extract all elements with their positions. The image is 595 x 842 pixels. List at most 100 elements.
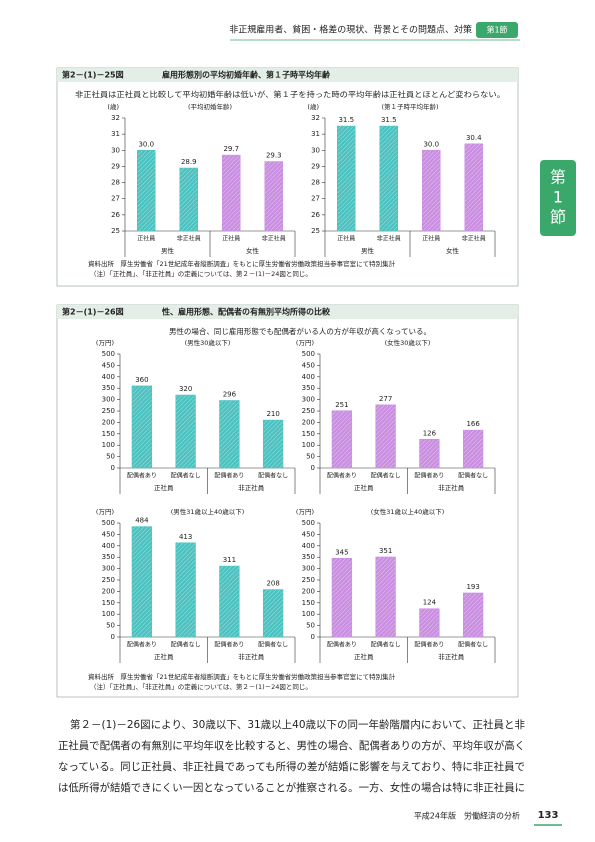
y-tick-label: 25 xyxy=(111,227,120,235)
side-tab-bg xyxy=(540,160,576,236)
header-title: 非正規雇用者、貧困・格差の現状、背景とその問題点、対策 xyxy=(229,24,472,36)
y-tick-label: 100 xyxy=(302,441,315,449)
y-tick-label: 150 xyxy=(302,599,315,607)
value-label: 29.7 xyxy=(223,145,239,153)
y-tick-label: 30 xyxy=(111,146,120,154)
figure-note: 資料出所 厚生労働省「21世紀成年者縦断調査」をもとに厚生労働省労働政策担当参事… xyxy=(88,672,396,681)
y-tick-label: 0 xyxy=(311,633,315,641)
value-label: 30.4 xyxy=(466,134,482,142)
figure-header-bg xyxy=(57,305,518,319)
y-tick-label: 30 xyxy=(311,146,320,154)
value-label: 30.0 xyxy=(138,140,154,148)
y-tick-label: 450 xyxy=(102,361,115,369)
bar xyxy=(379,125,398,232)
body-line: は低所得が結婚できにくい一因となっていることが推察される。一方、女性の場合は特に… xyxy=(58,781,525,794)
value-label: 30.0 xyxy=(423,140,439,148)
figure-title: 性、雇用形態、配偶者の有無別平均所得の比較 xyxy=(162,307,331,317)
value-label: 360 xyxy=(135,376,148,384)
x-tick-label: 配偶者あり xyxy=(127,472,157,480)
group-label: 女性 xyxy=(446,246,460,255)
x-tick-label: 配偶者あり xyxy=(414,472,444,480)
bar xyxy=(219,565,240,638)
y-tick-label: 0 xyxy=(111,464,115,472)
bar xyxy=(337,125,356,232)
bar xyxy=(331,410,353,469)
y-tick-label: 150 xyxy=(102,430,115,438)
y-tick-label: 28 xyxy=(111,179,120,187)
y-tick-label: 300 xyxy=(302,396,315,404)
bar xyxy=(462,592,484,638)
group-label: 正社員 xyxy=(154,483,174,492)
value-label: 126 xyxy=(423,429,437,437)
x-tick-label: 配偶者なし xyxy=(371,472,401,480)
bar xyxy=(262,589,284,638)
group-label: 非正社員 xyxy=(438,652,465,661)
body-line: なっている。同じ正社員、非正社員であっても所得の差が結婚に影響を与えており、特に… xyxy=(58,760,525,773)
chart-title: (女性30歳以下) xyxy=(385,338,431,347)
y-axis-label: (万円) xyxy=(296,508,314,516)
figure-label: 第2－(1)－25図 xyxy=(62,70,124,80)
bar xyxy=(464,143,483,232)
figure-note: （注）「正社員」、「非正社員」の定義については、第２－(1)－24図と同じ。 xyxy=(90,682,312,691)
y-tick-label: 50 xyxy=(306,453,315,461)
value-label: 413 xyxy=(179,533,192,541)
value-label: 277 xyxy=(379,395,392,403)
y-tick-label: 25 xyxy=(311,227,320,235)
bar xyxy=(419,438,440,469)
figure-header-bg xyxy=(57,68,518,82)
group-label: 男性 xyxy=(161,246,175,255)
group-label: 男性 xyxy=(361,246,375,255)
y-tick-label: 50 xyxy=(306,622,315,630)
x-tick-label: 配偶者あり xyxy=(414,641,444,649)
value-label: 208 xyxy=(266,580,279,588)
body-line: 正社員で配偶者の有無別に平均年収を比較すると、男性の場合、配偶者ありの方が、平均… xyxy=(58,739,525,752)
x-tick-label: 正社員 xyxy=(422,235,440,243)
y-tick-label: 400 xyxy=(102,542,115,550)
y-tick-label: 26 xyxy=(311,211,320,219)
header-tab-bg xyxy=(476,22,518,38)
chart-title: (平均初婚年齢) xyxy=(188,102,232,111)
figure-title: 雇用形態別の平均初婚年齢、第１子時平均年齢 xyxy=(161,70,331,80)
y-tick-label: 350 xyxy=(102,553,115,561)
group-label: 非正社員 xyxy=(238,483,265,492)
y-tick-label: 450 xyxy=(102,530,115,538)
footer-text: 平成24年版 労働経済の分析 xyxy=(414,811,520,821)
x-tick-label: 配偶者なし xyxy=(258,641,288,649)
y-tick-label: 100 xyxy=(302,610,315,618)
group-label: 正社員 xyxy=(354,483,374,492)
figure-caption: 男性の場合、同じ雇用形態でも配偶者がいる人の方が年収が高くなっている。 xyxy=(169,326,431,336)
value-label: 251 xyxy=(335,401,348,409)
value-label: 31.5 xyxy=(381,116,397,124)
y-axis-label: (歳) xyxy=(107,102,119,111)
bar xyxy=(219,400,240,469)
y-tick-label: 400 xyxy=(102,373,115,381)
value-label: 484 xyxy=(135,517,149,525)
bar xyxy=(222,154,241,232)
y-tick-label: 32 xyxy=(311,114,320,122)
bar xyxy=(331,558,353,638)
y-tick-label: 150 xyxy=(302,430,315,438)
y-axis-label: (万円) xyxy=(96,508,114,516)
value-label: 345 xyxy=(335,548,348,556)
y-tick-label: 300 xyxy=(302,565,315,573)
group-label: 女性 xyxy=(246,246,260,255)
y-tick-label: 50 xyxy=(106,453,115,461)
value-label: 193 xyxy=(466,583,479,591)
y-tick-label: 100 xyxy=(102,610,115,618)
y-tick-label: 500 xyxy=(302,350,315,358)
y-tick-label: 150 xyxy=(102,599,115,607)
figure-caption: 非正社員は正社員と比較して平均初婚年齢は低いが、第１子を持った時の平均年齢は正社… xyxy=(75,89,505,99)
y-tick-label: 450 xyxy=(302,361,315,369)
x-tick-label: 正社員 xyxy=(137,235,155,243)
x-tick-label: 非正社員 xyxy=(262,235,286,243)
value-label: 351 xyxy=(379,547,392,555)
body-line: 第２－(1)－26図により、30歳以下、31歳以上40歳以下の同一年齢階層内にお… xyxy=(70,718,525,731)
y-tick-label: 400 xyxy=(302,542,315,550)
x-tick-label: 正社員 xyxy=(337,235,355,243)
x-tick-label: 非正社員 xyxy=(462,235,486,243)
bar xyxy=(175,394,196,469)
y-tick-label: 300 xyxy=(102,565,115,573)
y-tick-label: 27 xyxy=(311,195,320,203)
figure-note: （注）「正社員」、「非正社員」の定義については、第２－(1)－24図と同じ。 xyxy=(90,269,312,278)
value-label: 166 xyxy=(466,420,480,428)
